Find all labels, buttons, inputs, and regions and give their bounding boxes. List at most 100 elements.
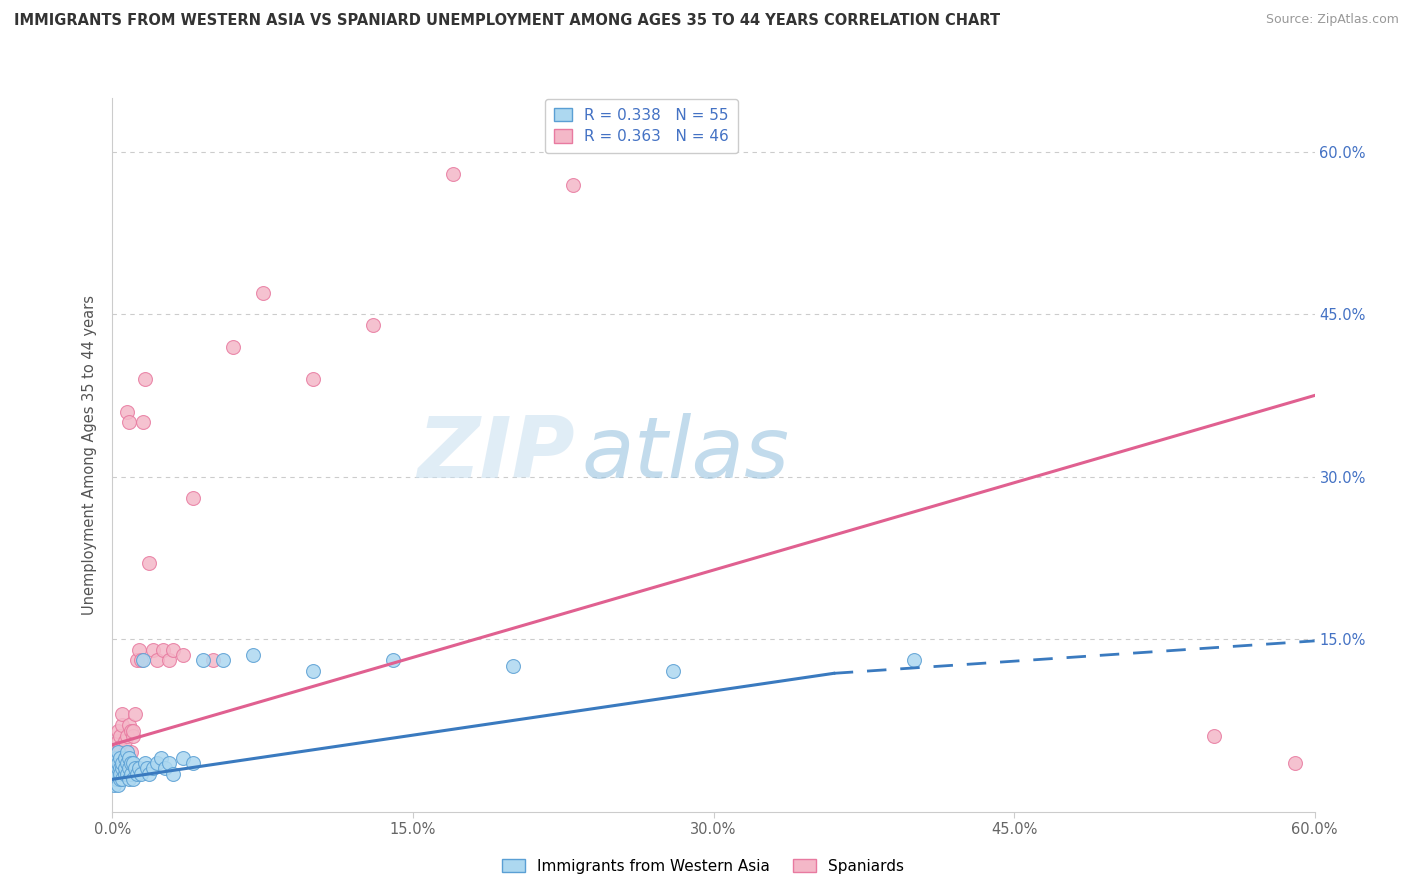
Point (441, 167, 464, 181)
Point (129, 653, 152, 667)
Point (201, 653, 224, 667)
Point (124, 762, 146, 776)
Point (117, 750, 139, 764)
Y-axis label: Unemployment Among Ages 35 to 44 years: Unemployment Among Ages 35 to 44 years (82, 295, 97, 615)
Point (115, 405, 138, 419)
Point (110, 750, 132, 764)
Point (117, 762, 139, 776)
Text: IMMIGRANTS FROM WESTERN ASIA VS SPANIARD UNEMPLOYMENT AMONG AGES 35 TO 44 YEARS : IMMIGRANTS FROM WESTERN ASIA VS SPANIARD… (14, 13, 1000, 29)
Point (110, 772, 132, 787)
Point (162, 642, 184, 657)
Point (134, 372, 156, 386)
Point (135, 762, 157, 776)
Point (103, 778, 125, 792)
Point (125, 653, 148, 667)
Point (134, 756, 156, 770)
Point (222, 340, 245, 354)
Point (115, 756, 138, 770)
Point (115, 729, 138, 743)
Point (110, 767, 132, 781)
Point (107, 734, 129, 748)
Point (131, 416, 153, 430)
Point (129, 767, 152, 781)
Point (120, 756, 142, 770)
Point (110, 762, 132, 776)
Text: Source: ZipAtlas.com: Source: ZipAtlas.com (1265, 13, 1399, 27)
Point (124, 707, 146, 722)
Point (115, 767, 138, 781)
Point (115, 745, 138, 759)
Point (120, 767, 142, 781)
Point (121, 756, 143, 770)
Point (145, 756, 167, 770)
Point (121, 772, 143, 787)
Point (111, 756, 134, 770)
Point (145, 653, 167, 667)
Point (117, 772, 139, 787)
Point (125, 767, 148, 781)
Point (252, 285, 274, 300)
Point (117, 718, 139, 732)
Point (114, 745, 136, 759)
Text: atlas: atlas (581, 413, 789, 497)
Point (302, 664, 325, 678)
Legend: Immigrants from Western Asia, Spaniards: Immigrants from Western Asia, Spaniards (496, 853, 910, 880)
Point (111, 762, 134, 776)
Point (152, 642, 174, 657)
Point (128, 762, 150, 776)
Point (361, 318, 384, 333)
Point (120, 723, 142, 738)
Point (107, 778, 129, 792)
Point (172, 750, 194, 764)
Point (114, 750, 136, 764)
Point (1204, 729, 1226, 743)
Point (107, 723, 129, 738)
Point (1284, 756, 1306, 770)
Point (141, 642, 163, 657)
Point (114, 762, 136, 776)
Point (105, 745, 128, 759)
Point (107, 745, 129, 759)
Point (149, 750, 172, 764)
Point (181, 756, 204, 770)
Point (172, 648, 194, 662)
Point (114, 767, 136, 781)
Point (103, 762, 125, 776)
Point (302, 372, 325, 386)
Point (138, 767, 160, 781)
Point (157, 653, 180, 667)
Point (162, 767, 184, 781)
Point (111, 718, 134, 732)
Point (105, 756, 128, 770)
Point (121, 729, 143, 743)
Point (105, 756, 128, 770)
Point (111, 772, 134, 787)
Point (128, 642, 150, 657)
Point (562, 178, 585, 192)
Point (141, 762, 163, 776)
Point (153, 762, 176, 776)
Point (662, 664, 685, 678)
Point (110, 739, 132, 754)
Point (114, 734, 136, 748)
Point (105, 750, 128, 764)
Point (107, 762, 129, 776)
Point (103, 767, 125, 781)
Text: ZIP: ZIP (418, 413, 575, 497)
Point (103, 767, 125, 781)
Point (110, 750, 132, 764)
Point (382, 653, 405, 667)
Point (107, 756, 129, 770)
Point (242, 648, 264, 662)
Point (105, 772, 128, 787)
Point (111, 756, 134, 770)
Point (157, 756, 180, 770)
Point (107, 762, 129, 776)
Point (117, 416, 139, 430)
Point (502, 658, 524, 673)
Point (105, 767, 128, 781)
Point (120, 745, 142, 759)
Point (111, 707, 134, 722)
Point (121, 723, 143, 738)
Point (131, 653, 153, 667)
